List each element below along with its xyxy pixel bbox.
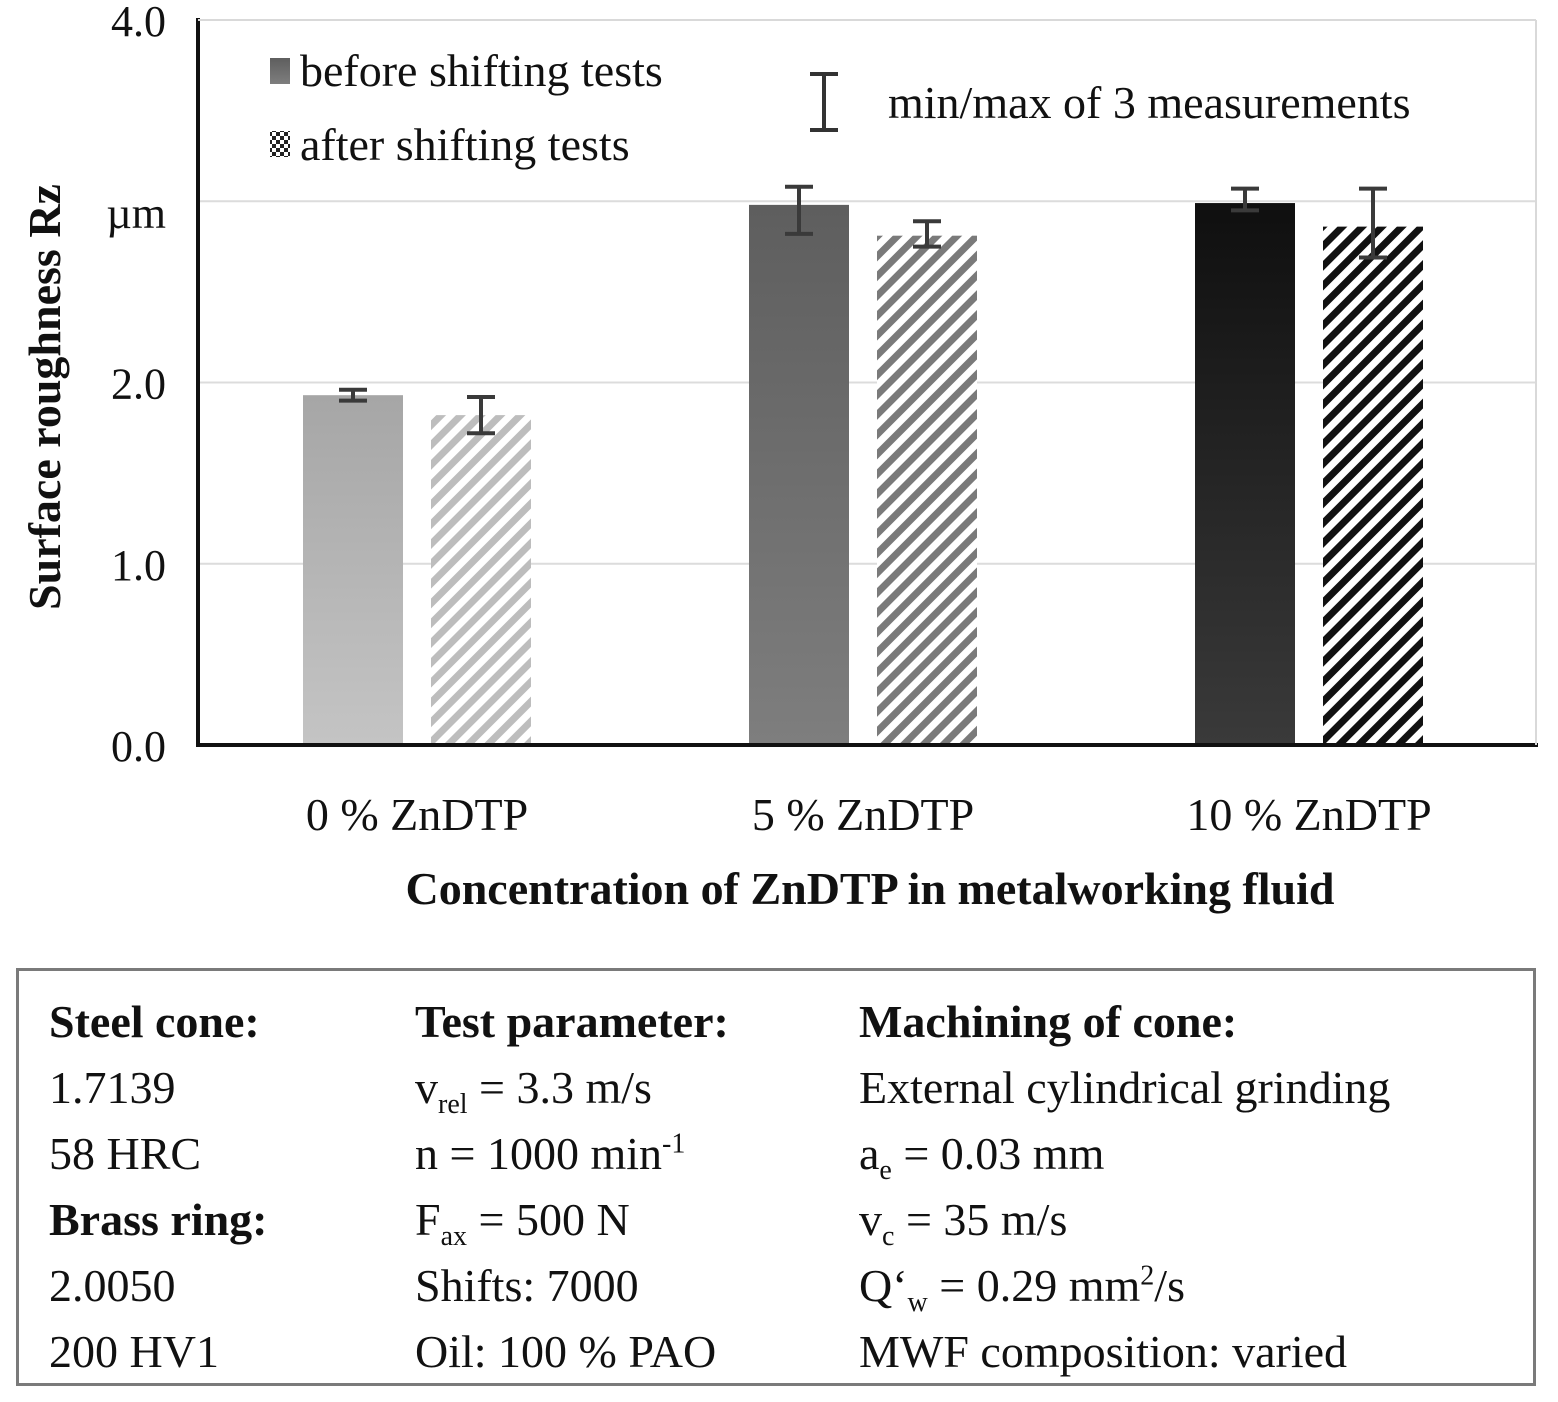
error-bar bbox=[339, 387, 367, 403]
removal-rate: Q‘w = 0.29 mm2/s bbox=[859, 1260, 1185, 1319]
y-tick-label: 4.0 bbox=[111, 0, 166, 46]
y-axis-title: Surface roughness Rz bbox=[19, 184, 70, 610]
error-bar bbox=[1231, 186, 1259, 213]
error-bar bbox=[785, 184, 813, 236]
rotational-speed: n = 1000 min-1 bbox=[415, 1128, 686, 1179]
mwf-composition: MWF composition: varied bbox=[859, 1326, 1348, 1377]
y-tick-labels: 0.0 1.0 2.0 4.0 bbox=[111, 0, 166, 771]
steel-material: 1.7139 bbox=[49, 1062, 176, 1113]
grinding-process: External cylindrical grinding bbox=[859, 1062, 1391, 1113]
relative-velocity: vrel = 3.3 m/s bbox=[415, 1062, 652, 1121]
steel-hardness: 58 HRC bbox=[49, 1128, 202, 1179]
bar-chart: 0.0 1.0 2.0 4.0 µm 0 % ZnDTP 5 % ZnDTP 10 % Z… bbox=[19, 0, 1538, 914]
brass-hardness: 200 HV1 bbox=[49, 1326, 219, 1377]
legend-label-after: after shifting tests bbox=[300, 119, 630, 170]
brass-ring-heading: Brass ring: bbox=[49, 1194, 268, 1245]
category-label: 5 % ZnDTP bbox=[752, 789, 974, 840]
steel-cone-heading: Steel cone: bbox=[49, 996, 260, 1047]
bars bbox=[303, 203, 1423, 745]
gridlines bbox=[198, 200, 1536, 565]
error-bar bbox=[1359, 186, 1387, 260]
y-tick-label: 1.0 bbox=[111, 541, 166, 590]
y-tick-label: 2.0 bbox=[111, 360, 166, 409]
error-bar bbox=[467, 395, 495, 436]
test-conditions-box: Steel cone: 1.7139 58 HRC Brass ring: 2.… bbox=[16, 968, 1536, 1386]
brass-material: 2.0050 bbox=[49, 1260, 176, 1311]
legend-swatch-before bbox=[270, 58, 290, 84]
shift-count: Shifts: 7000 bbox=[415, 1260, 639, 1311]
machining-heading: Machining of cone: bbox=[859, 996, 1238, 1047]
bar-after bbox=[1323, 226, 1423, 745]
machining-column: Machining of cone: External cylindrical … bbox=[859, 989, 1390, 1385]
legend-label-before: before shifting tests bbox=[300, 45, 663, 96]
legend-label-errorbar: min/max of 3 measurements bbox=[888, 77, 1411, 128]
bar-before bbox=[303, 395, 403, 745]
x-axis-title: Concentration of ZnDTP in metalworking f… bbox=[405, 863, 1334, 914]
bar-after bbox=[431, 415, 531, 745]
y-unit-label: µm bbox=[106, 189, 166, 238]
cutting-speed: vc = 35 m/s bbox=[859, 1194, 1068, 1253]
legend: before shifting tests after shifting tes… bbox=[270, 45, 1411, 170]
error-bar bbox=[913, 219, 941, 249]
category-label: 10 % ZnDTP bbox=[1186, 789, 1431, 840]
steel-cone-column: Steel cone: 1.7139 58 HRC Brass ring: 2.… bbox=[49, 989, 268, 1385]
legend-errorbar-icon bbox=[810, 72, 838, 132]
error-bars bbox=[339, 184, 1387, 436]
bar-after bbox=[877, 235, 977, 745]
legend-swatch-after bbox=[270, 131, 290, 157]
bar-before bbox=[749, 204, 849, 745]
category-label: 0 % ZnDTP bbox=[306, 789, 528, 840]
bar-before bbox=[1195, 203, 1295, 745]
test-parameter-column: Test parameter: vrel = 3.3 m/s n = 1000 … bbox=[415, 989, 729, 1385]
oil-type: Oil: 100 % PAO bbox=[415, 1326, 717, 1377]
y-tick-label: 0.0 bbox=[111, 722, 166, 771]
depth-of-cut: ae = 0.03 mm bbox=[859, 1128, 1105, 1187]
test-parameter-heading: Test parameter: bbox=[415, 996, 729, 1047]
category-labels: 0 % ZnDTP 5 % ZnDTP 10 % ZnDTP bbox=[306, 789, 1432, 840]
axial-force: Fax = 500 N bbox=[415, 1194, 630, 1253]
